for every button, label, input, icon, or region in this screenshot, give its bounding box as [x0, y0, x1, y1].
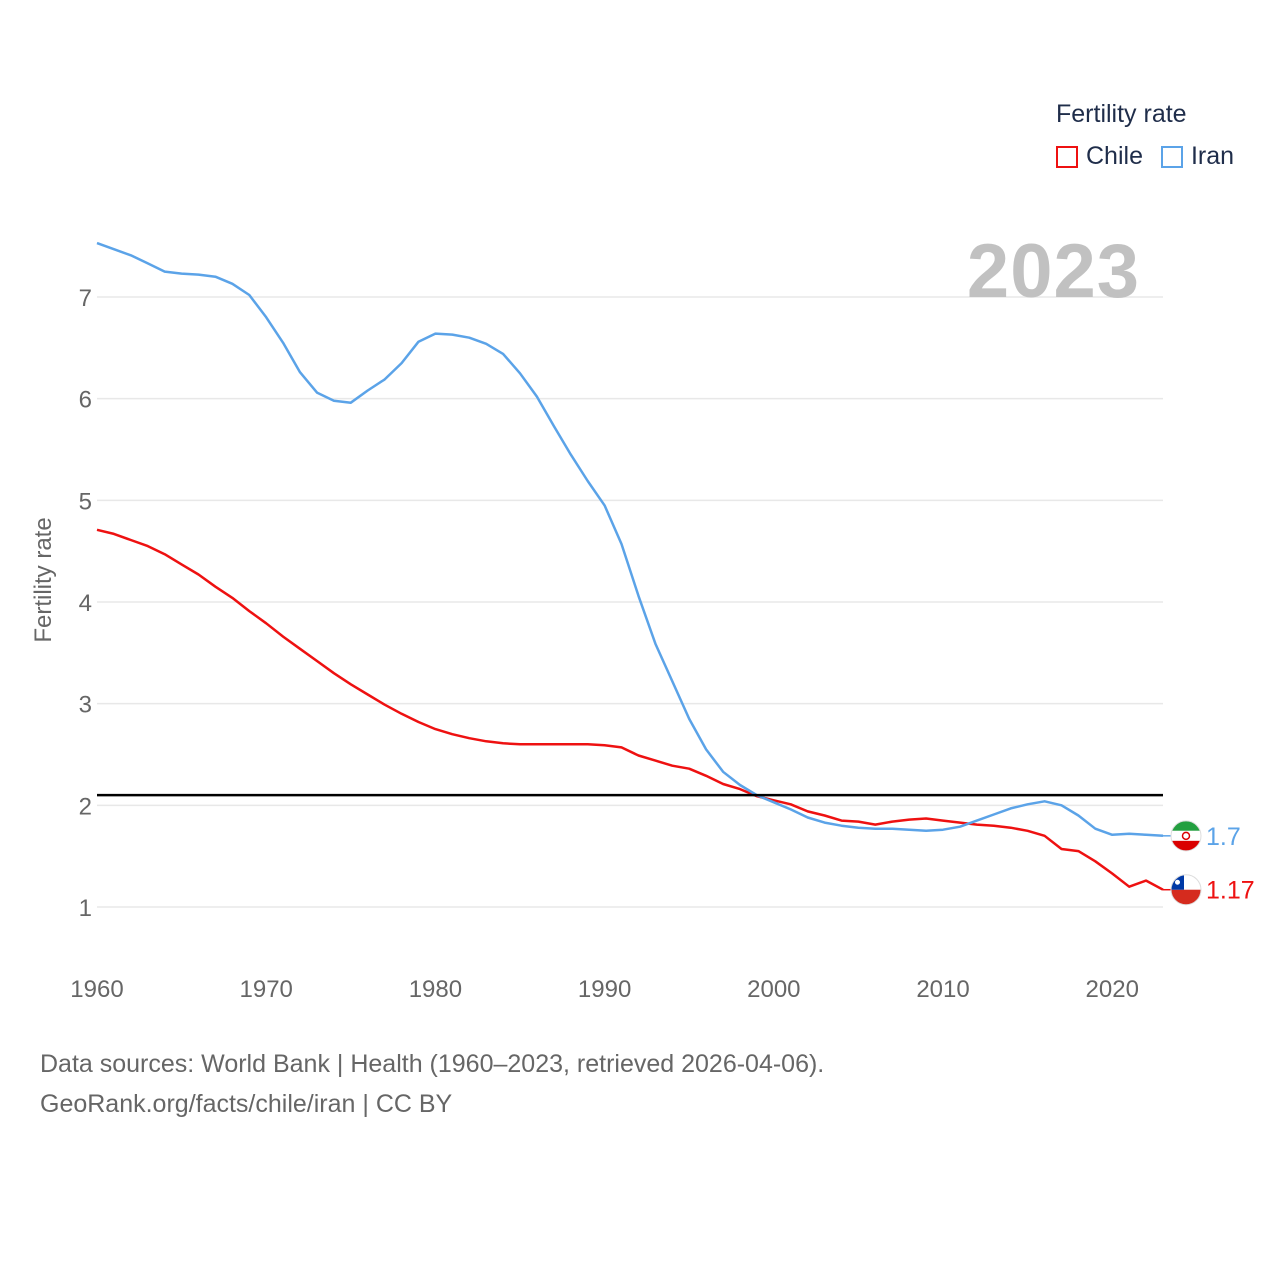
x-tick-label: 1970	[240, 976, 293, 1003]
end-label-chile: 1.17	[1206, 877, 1255, 905]
x-tick-label: 2010	[916, 976, 969, 1003]
legend-label-iran: Iran	[1190, 142, 1235, 170]
y-axis-label: Fertility rate	[30, 517, 57, 642]
legend-title: Fertility rate	[1056, 100, 1187, 128]
y-tick-label: 3	[79, 692, 92, 719]
y-axis: 1 2 3 4 5 6 7	[79, 285, 92, 922]
x-tick-label: 1980	[409, 976, 462, 1003]
x-tick-label: 1990	[578, 976, 631, 1003]
source-note: Data sources: World Bank | Health (1960–…	[40, 1044, 824, 1124]
y-tick-label: 6	[79, 387, 92, 414]
iran-flag-icon	[1170, 820, 1202, 852]
series-end-labels: 1.17 1.7	[1163, 820, 1255, 906]
x-tick-label: 2020	[1086, 976, 1139, 1003]
legend-item-chile[interactable]: Chile	[1056, 142, 1143, 171]
series-layer	[96, 241, 1164, 891]
gridlines	[97, 296, 1163, 908]
legend-swatch-iran	[1160, 145, 1183, 168]
legend-swatch-chile	[1056, 145, 1078, 168]
source-line-1: Data sources: World Bank | Health (1960–…	[40, 1050, 825, 1078]
x-tick-label: 1960	[70, 976, 123, 1003]
x-tick-label: 2000	[747, 976, 800, 1003]
end-label-iran: 1.7	[1206, 823, 1241, 851]
source-line-2: GeoRank.org/facts/chile/iran | CC BY	[40, 1090, 453, 1118]
y-tick-label: 5	[79, 488, 92, 515]
legend: Chile Iran	[1056, 142, 1252, 171]
y-tick-label: 1	[79, 895, 92, 922]
legend-label-chile: Chile	[1086, 142, 1143, 170]
legend-item-iran[interactable]: Iran	[1160, 142, 1235, 171]
y-tick-label: 7	[79, 285, 92, 312]
y-tick-label: 4	[79, 590, 92, 617]
y-tick-label: 2	[79, 793, 92, 820]
year-label: 2023	[966, 229, 1140, 314]
series-line-chile	[96, 528, 1164, 891]
chile-flag-icon	[1170, 874, 1202, 906]
series-line-iran	[96, 241, 1164, 838]
x-axis: 1960 1970 1980 1990 2000 2010 2020	[70, 976, 1139, 1003]
